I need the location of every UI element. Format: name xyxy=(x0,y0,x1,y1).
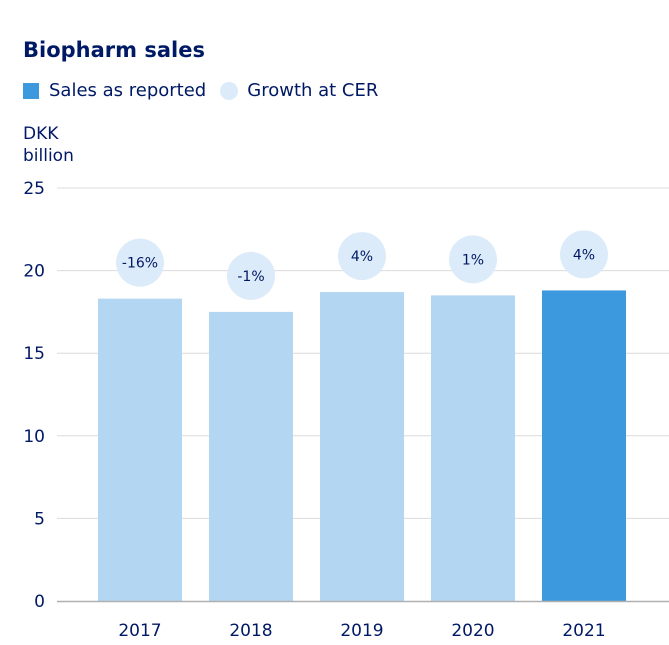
growth-bubble xyxy=(227,251,275,300)
y-tick-label: 5 xyxy=(34,509,45,529)
growth-label: 4% xyxy=(573,247,595,263)
legend-swatch-growth xyxy=(220,81,239,100)
y-tick-label: 20 xyxy=(23,262,45,282)
bar xyxy=(542,290,626,601)
bar xyxy=(320,292,404,601)
y-tick-label: 10 xyxy=(23,427,45,447)
bar xyxy=(209,311,293,601)
growth-bubble xyxy=(116,238,164,287)
y-axis-unit-line2: billion xyxy=(23,146,74,166)
legend: Sales as reported Growth at CER xyxy=(23,80,378,101)
y-tick-label: 0 xyxy=(34,592,45,612)
legend-label-growth: Growth at CER xyxy=(247,80,379,101)
x-tick-label: 2020 xyxy=(451,621,494,641)
legend-swatch-sales xyxy=(23,82,39,99)
growth-label: 1% xyxy=(462,252,484,268)
growth-bubble xyxy=(449,235,497,284)
y-axis-unit: DKK billion xyxy=(23,123,74,167)
x-tick-label: 2018 xyxy=(229,621,272,641)
x-tick-label: 2019 xyxy=(340,621,383,641)
bar xyxy=(98,298,182,601)
growth-label: -1% xyxy=(237,269,264,285)
x-tick-label: 2017 xyxy=(118,621,161,641)
growth-label: -16% xyxy=(122,256,158,272)
bar xyxy=(431,295,515,601)
growth-label: 4% xyxy=(351,249,373,265)
y-axis-unit-line1: DKK xyxy=(23,124,59,144)
growth-bubble xyxy=(338,232,386,281)
growth-bubble xyxy=(560,230,608,279)
y-tick-label: 25 xyxy=(23,179,45,199)
legend-label-sales: Sales as reported xyxy=(49,80,207,101)
x-tick-label: 2021 xyxy=(562,621,605,641)
y-tick-label: 15 xyxy=(23,344,45,364)
chart-title: Biopharm sales xyxy=(23,38,205,62)
